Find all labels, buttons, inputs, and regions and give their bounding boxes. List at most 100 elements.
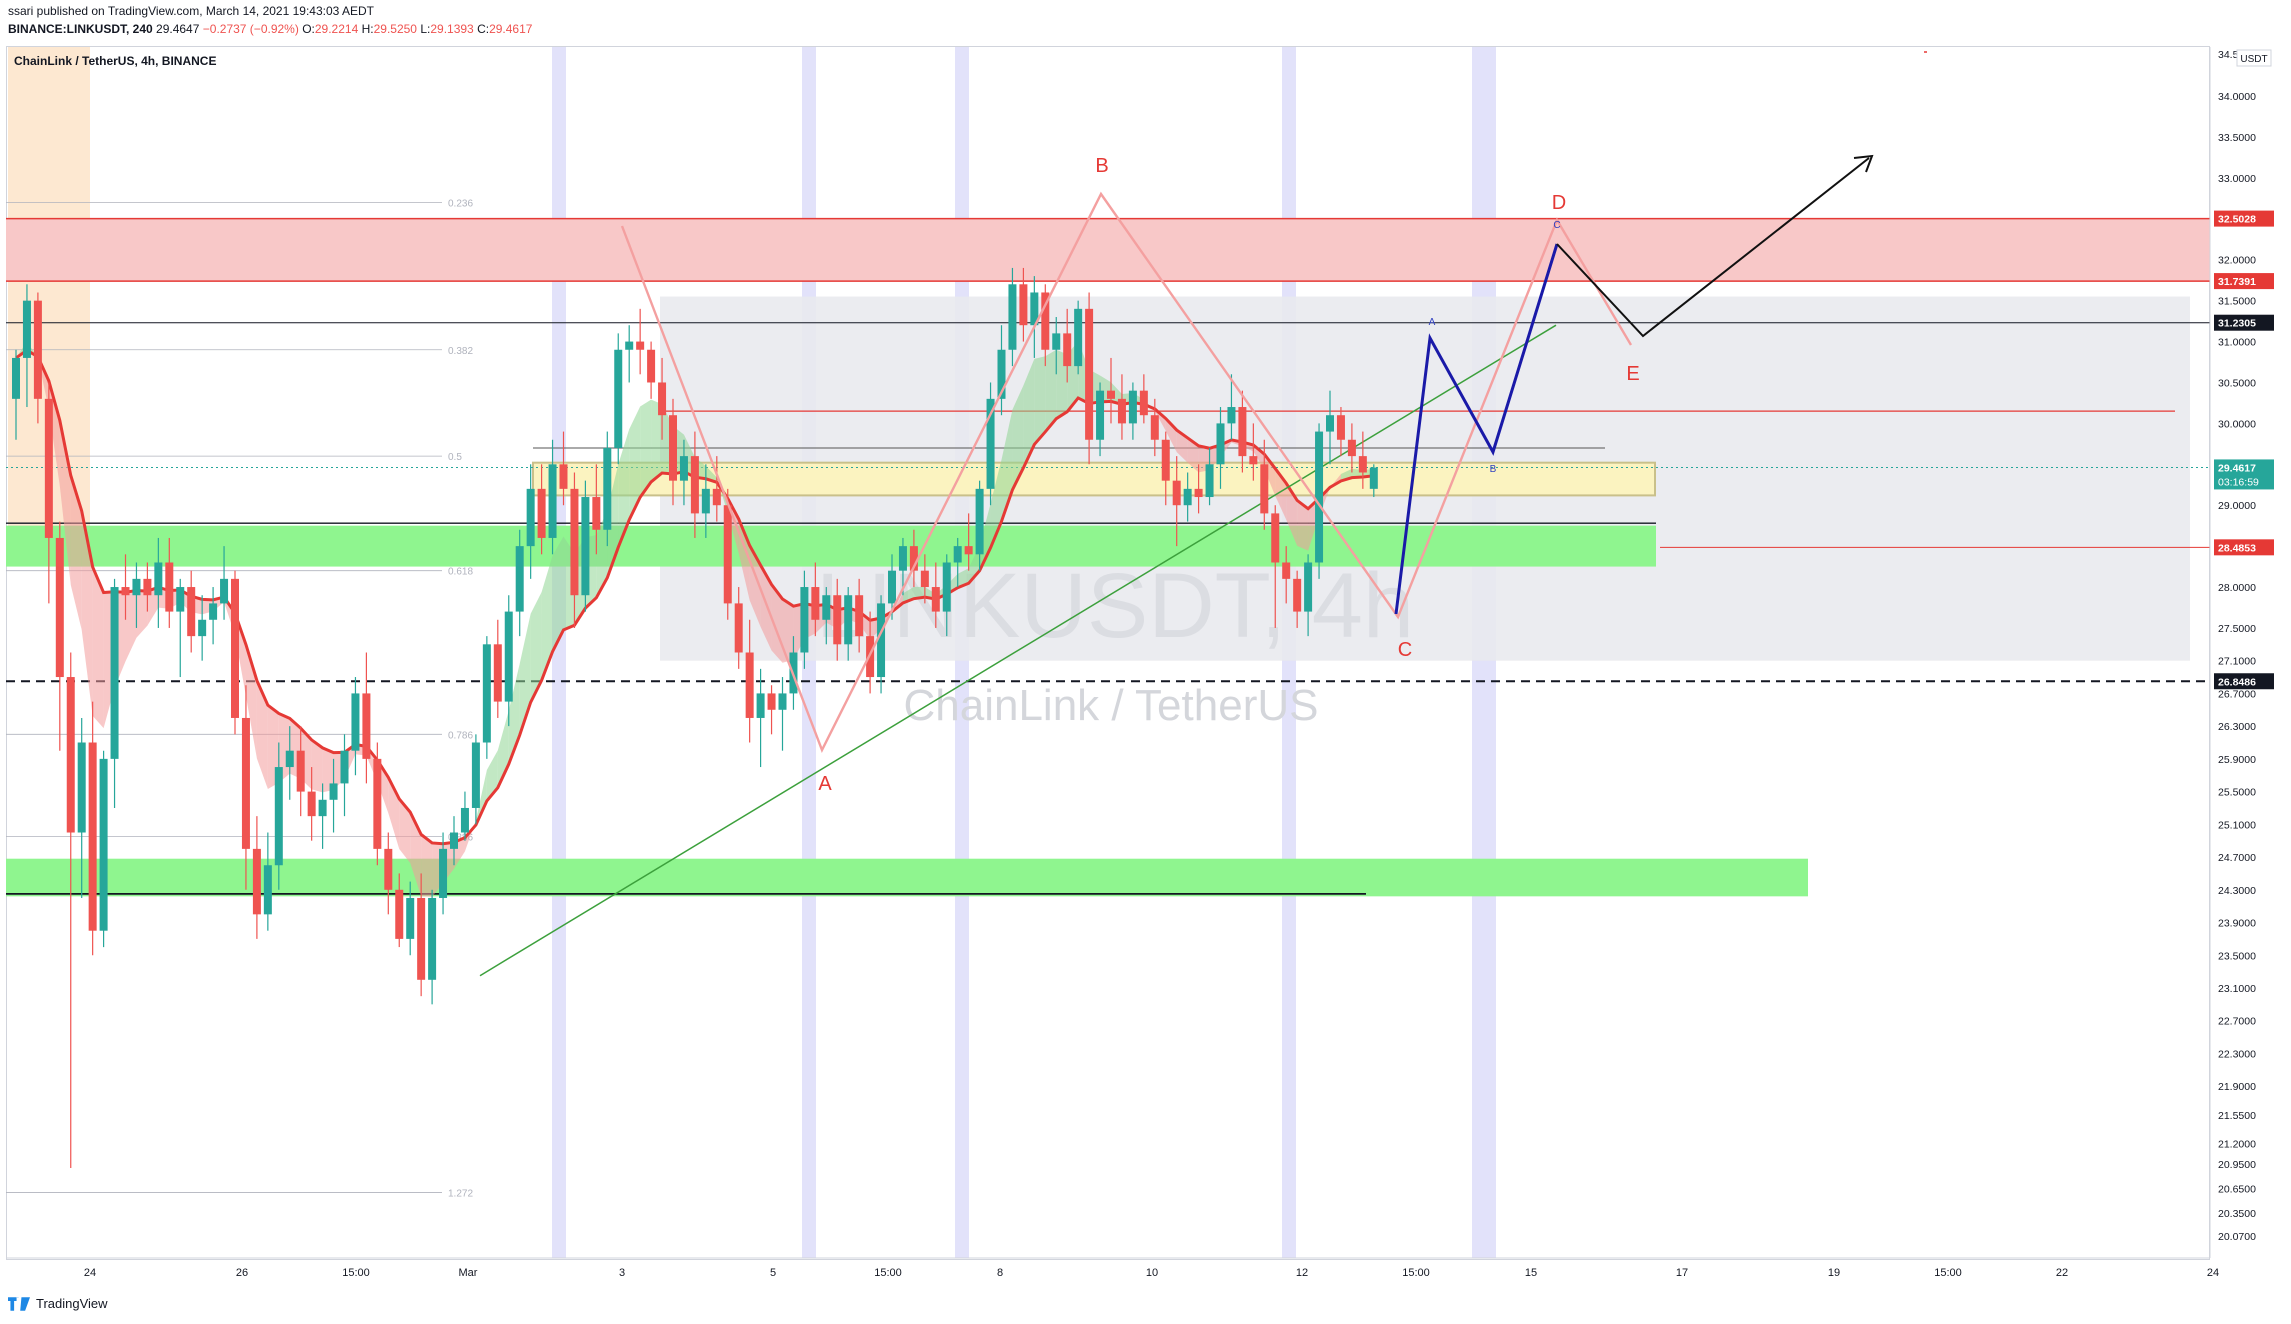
candle-down xyxy=(636,341,645,350)
ema-ribbon-fill xyxy=(311,739,323,793)
candle-up xyxy=(77,742,86,833)
ema-ribbon-fill xyxy=(651,399,663,482)
time-tick-label: 12 xyxy=(1296,1267,1308,1279)
ema-ribbon-fill xyxy=(256,680,268,790)
ema-ribbon-fill xyxy=(782,599,794,663)
time-tick-label: 26 xyxy=(236,1267,248,1279)
price-tick-label: 25.5000 xyxy=(2218,787,2256,799)
candle-down xyxy=(1041,292,1050,350)
candle-up xyxy=(1128,390,1137,424)
candle-up xyxy=(1205,464,1214,498)
watermark-description: ChainLink / TetherUS xyxy=(904,681,1319,730)
candle-up xyxy=(22,300,31,358)
ema-ribbon-fill xyxy=(136,590,148,638)
candle-down xyxy=(1260,464,1269,514)
ema-ribbon-fill xyxy=(552,536,564,652)
candle-up xyxy=(1315,431,1324,563)
ema-ribbon-fill xyxy=(399,798,411,863)
support-zone xyxy=(6,858,1808,897)
candle-down xyxy=(1293,578,1302,612)
ema-ribbon-fill xyxy=(1034,356,1046,445)
pattern-red-line xyxy=(1100,193,1399,618)
candle-up xyxy=(154,562,163,596)
ema-ribbon-fill xyxy=(530,592,542,703)
candle-up xyxy=(428,897,437,980)
pattern-blue-label-a: A xyxy=(1429,317,1436,328)
candle-down xyxy=(745,652,754,718)
price-label-badge xyxy=(2214,273,2274,290)
price-tick-label: 27.5000 xyxy=(2218,623,2256,635)
candle-down xyxy=(252,848,261,915)
open-value: 29.2214 xyxy=(314,22,359,36)
ema-ribbon-fill xyxy=(1176,430,1188,463)
price-label-value: 32.5028 xyxy=(2218,214,2256,226)
candle-down xyxy=(734,603,743,653)
candle-down xyxy=(121,587,130,596)
ema-ribbon-fill xyxy=(968,545,980,584)
candle-up xyxy=(1052,333,1061,350)
publisher-line: ssari published on TradingView.com, Marc… xyxy=(8,4,374,18)
price-tick-label: 23.5000 xyxy=(2218,950,2256,962)
candle-down xyxy=(1107,390,1115,399)
publisher-text: ssari published on TradingView.com, Marc… xyxy=(8,4,374,18)
candle-down xyxy=(1336,415,1345,440)
candle-up xyxy=(1096,390,1105,440)
low-label: L: xyxy=(420,22,431,36)
candle-up xyxy=(439,848,448,898)
candle-down xyxy=(767,693,776,710)
ema-ribbon-fill xyxy=(410,812,422,897)
tradingview-logo-icon xyxy=(8,1296,30,1311)
ema-ribbon-fill xyxy=(125,590,137,662)
price-label-badge xyxy=(2214,539,2274,556)
price-tick-label: 25.1000 xyxy=(2218,819,2256,831)
price-label-value: 31.7391 xyxy=(2218,276,2256,288)
ema-ribbon-fill xyxy=(892,593,903,613)
ema-ribbon-fill xyxy=(913,586,925,599)
time-tick-label: Mar xyxy=(459,1267,478,1279)
candle-up xyxy=(329,783,338,800)
price-tick-label: 21.5500 xyxy=(2218,1110,2256,1122)
candle-down xyxy=(647,349,656,383)
pattern-label-b: B xyxy=(1095,155,1108,177)
candle-down xyxy=(1249,456,1258,465)
candle-down xyxy=(33,300,42,399)
candle-down xyxy=(909,546,918,571)
candle-up xyxy=(450,832,458,849)
candle-up xyxy=(1074,308,1083,367)
price-label-value: 28.4853 xyxy=(2218,542,2256,554)
price-tick-label: 24.7000 xyxy=(2218,852,2256,864)
price-tick-label: 22.3000 xyxy=(2218,1048,2256,1060)
price-label-badge xyxy=(2214,459,2274,490)
candle-up xyxy=(1008,284,1017,350)
ema-ribbon-fill xyxy=(1023,358,1035,468)
ema-ribbon-fill xyxy=(1012,385,1024,490)
candle-up xyxy=(1304,562,1313,612)
high-value: 29.5250 xyxy=(373,22,417,36)
pattern-label-c: C xyxy=(1398,639,1412,661)
price-tick-label: 20.9500 xyxy=(2218,1159,2256,1171)
candle-down xyxy=(1347,439,1356,457)
price-tick-label: 32.0000 xyxy=(2218,255,2256,267)
ema-ribbon-fill xyxy=(1187,437,1199,473)
projection-line xyxy=(1556,157,1870,338)
fib-level-label: 1.272 xyxy=(448,1189,473,1200)
candle-up xyxy=(110,587,119,759)
symbol-line: BINANCE:LINKUSDT, 240 29.4647 −0.2737 (−… xyxy=(8,22,532,36)
footer-brand: TradingView xyxy=(36,1296,108,1311)
candle-up xyxy=(997,349,1006,399)
price-tick-label: 25.9000 xyxy=(2218,754,2256,766)
candle-down xyxy=(1161,439,1170,481)
candle-up xyxy=(198,619,207,637)
price-tick-label: 28.0000 xyxy=(2218,582,2256,594)
candle-down xyxy=(66,677,75,833)
candle-down xyxy=(241,717,250,849)
candle-up xyxy=(220,578,229,604)
candle-up xyxy=(471,742,480,808)
candle-up xyxy=(1369,467,1378,489)
price-label-value: 29.4617 xyxy=(2218,462,2256,474)
candle-up xyxy=(581,497,590,596)
ema-ribbon-fill xyxy=(629,406,641,520)
price-tick-label: 34.0000 xyxy=(2218,91,2256,103)
candle-down xyxy=(1282,562,1291,579)
